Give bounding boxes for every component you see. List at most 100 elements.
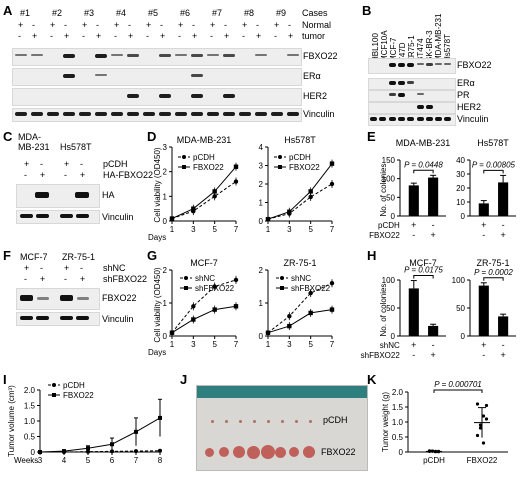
case-label: #2 bbox=[52, 8, 63, 18]
blot-band bbox=[60, 316, 73, 320]
blot-band bbox=[15, 112, 27, 116]
blot-band bbox=[95, 54, 107, 58]
normal-sign: - bbox=[288, 20, 291, 30]
legend-label: shFBXO22 bbox=[195, 284, 235, 293]
y-tick-label: 50 bbox=[386, 193, 395, 202]
x-tick-label: 7 bbox=[330, 340, 335, 349]
significance-bracket bbox=[433, 389, 483, 393]
blot-band bbox=[47, 112, 59, 116]
tumor-label: tumor bbox=[302, 31, 326, 41]
blot-strip bbox=[12, 108, 302, 122]
bar bbox=[408, 288, 419, 336]
blot-band bbox=[60, 295, 73, 301]
fbxo22-tumor bbox=[289, 447, 299, 457]
y-tick-label: 0 bbox=[163, 217, 168, 226]
significance-bracket bbox=[413, 275, 434, 279]
normal-sign: - bbox=[64, 20, 67, 30]
tumor-sign: + bbox=[32, 31, 38, 41]
f-sign: + bbox=[80, 274, 86, 284]
blot-band bbox=[63, 74, 75, 78]
blot-band bbox=[255, 54, 267, 56]
panel-e-label: E bbox=[367, 129, 376, 144]
y-tick-label: 1 bbox=[163, 299, 168, 308]
blot-band bbox=[239, 112, 251, 116]
pcdh-tumor bbox=[295, 420, 298, 423]
blot-band bbox=[127, 112, 139, 116]
legend-label: FBXO22 bbox=[289, 163, 320, 172]
h-ylabel: No. of colonies bbox=[379, 284, 388, 337]
g-xlabel: Days bbox=[148, 348, 166, 357]
x-tick-label: 3 bbox=[38, 456, 43, 465]
chart-title: ZR-75-1 bbox=[283, 258, 316, 268]
legend-marker bbox=[278, 155, 282, 159]
data-point bbox=[478, 423, 483, 427]
blot-band bbox=[95, 112, 107, 116]
legend-marker bbox=[52, 393, 56, 397]
tumor-sign: - bbox=[114, 31, 117, 41]
blot-strip bbox=[16, 288, 100, 310]
blot-band bbox=[36, 214, 49, 218]
e-ylabel: No. of colonies bbox=[379, 164, 388, 217]
data-point bbox=[212, 307, 217, 312]
blot-band bbox=[287, 112, 299, 116]
row2-label: shFBXO22 bbox=[361, 351, 401, 360]
y-tick-label: 0 bbox=[259, 332, 264, 341]
data-point bbox=[308, 290, 313, 296]
series-line bbox=[267, 309, 333, 334]
case-label: #9 bbox=[276, 8, 287, 18]
blot-band bbox=[223, 54, 235, 57]
blot-band bbox=[191, 54, 203, 57]
cases-label: Cases bbox=[302, 8, 328, 18]
chart-title: MCF-7 bbox=[409, 258, 437, 268]
tumor-sign: + bbox=[192, 31, 198, 41]
row2-label: FBXO22 bbox=[369, 231, 400, 240]
f-row2-label: shFBXO22 bbox=[103, 274, 148, 284]
case-label: #8 bbox=[244, 8, 255, 18]
data-point bbox=[191, 317, 196, 322]
panel-a-label: A bbox=[3, 3, 13, 18]
data-point bbox=[308, 189, 313, 194]
blot-label: Vinculin bbox=[303, 109, 335, 119]
fbxo22-tumor bbox=[219, 447, 229, 457]
row2-sign: + bbox=[500, 230, 505, 240]
blot-band bbox=[77, 297, 89, 300]
series-line bbox=[267, 183, 333, 220]
blot-band bbox=[388, 93, 396, 96]
c-row1-label: pCDH bbox=[103, 159, 128, 169]
row1-sign: - bbox=[432, 220, 435, 230]
c-sign: - bbox=[80, 159, 83, 169]
data-point bbox=[329, 181, 335, 187]
p-value: P = 0.0448 bbox=[404, 160, 443, 169]
blot-band bbox=[207, 112, 219, 116]
blot-band bbox=[60, 214, 73, 218]
bar bbox=[428, 325, 439, 336]
normal-sign: + bbox=[82, 20, 88, 30]
tumor-sign: - bbox=[146, 31, 149, 41]
normal-sign: - bbox=[224, 20, 227, 30]
data-point bbox=[484, 403, 489, 408]
blot-band bbox=[379, 117, 387, 121]
blot-band bbox=[223, 94, 235, 98]
c-cell1-label: MDA- bbox=[18, 132, 41, 142]
blot-label: HER2 bbox=[457, 102, 482, 112]
row1-sign: - bbox=[502, 340, 505, 350]
y-tick-label: 0.5 bbox=[24, 433, 36, 442]
blot-band bbox=[76, 316, 89, 320]
blot-band bbox=[36, 316, 49, 320]
row2-sign: + bbox=[430, 230, 435, 240]
blot-band bbox=[407, 63, 415, 67]
f-sign: + bbox=[64, 263, 70, 273]
row2-sign: + bbox=[430, 350, 435, 360]
data-point bbox=[329, 307, 335, 312]
normal-sign: + bbox=[114, 20, 120, 30]
blot-strip bbox=[16, 210, 100, 224]
legend-label: shFBXO22 bbox=[291, 284, 331, 293]
data-point bbox=[191, 206, 196, 211]
series-line bbox=[39, 417, 161, 453]
normal-sign: + bbox=[178, 20, 184, 30]
x-tick-label: 5 bbox=[308, 340, 313, 349]
data-point bbox=[169, 330, 175, 335]
blot-band bbox=[79, 112, 91, 116]
p-value: P = 0.0002 bbox=[474, 268, 513, 277]
y-tick-label: 1 bbox=[259, 299, 264, 308]
